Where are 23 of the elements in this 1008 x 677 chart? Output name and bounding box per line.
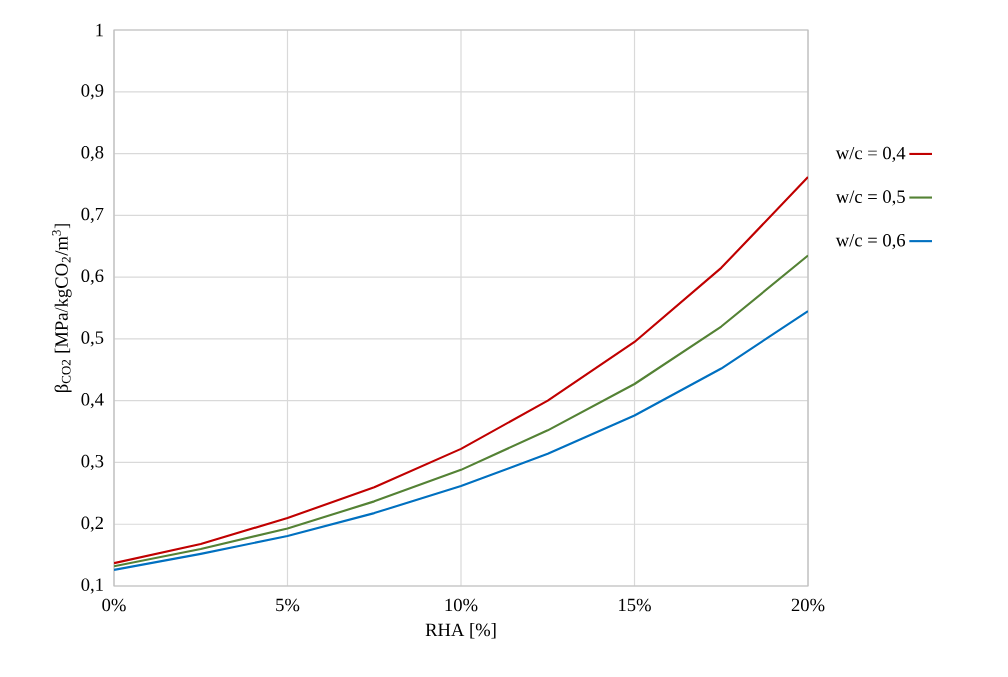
- y-tick-label: 0,4: [81, 393, 104, 409]
- y-tick-label: 0,3: [81, 454, 104, 471]
- x-axis-title: RHA [%]: [425, 623, 496, 639]
- y-tick-label: 0,8: [81, 145, 104, 162]
- x-tick-label: 15%: [619, 598, 651, 612]
- x-tick-label: 10%: [445, 598, 478, 612]
- x-tick-label: 5%: [276, 598, 300, 612]
- y-tick-label: 0,1: [81, 578, 103, 594]
- x-tick-label: 20%: [791, 598, 825, 612]
- legend-label: w/c = 0,5: [835, 190, 905, 206]
- y-axis-title: β$_{CO2}$ [MPa/kgCO$_{2}$/m$^{3}$]: [52, 224, 72, 393]
- y-tick-label: 0,7: [81, 207, 104, 223]
- line-series: [114, 254, 809, 568]
- legend-label: w/c = 0,6: [835, 233, 906, 250]
- legend-label: w/c = 0,4: [835, 146, 906, 163]
- y-tick-label: 0,6: [81, 269, 104, 285]
- y-tick-label: 1: [96, 23, 103, 37]
- line-series: [114, 175, 809, 565]
- y-tick-label: 0,2: [81, 516, 103, 532]
- x-tick-label: 0%: [102, 598, 126, 612]
- y-tick-label: 0,5: [81, 331, 104, 347]
- line-series: [114, 310, 809, 572]
- y-tick-label: 0,9: [81, 84, 104, 100]
